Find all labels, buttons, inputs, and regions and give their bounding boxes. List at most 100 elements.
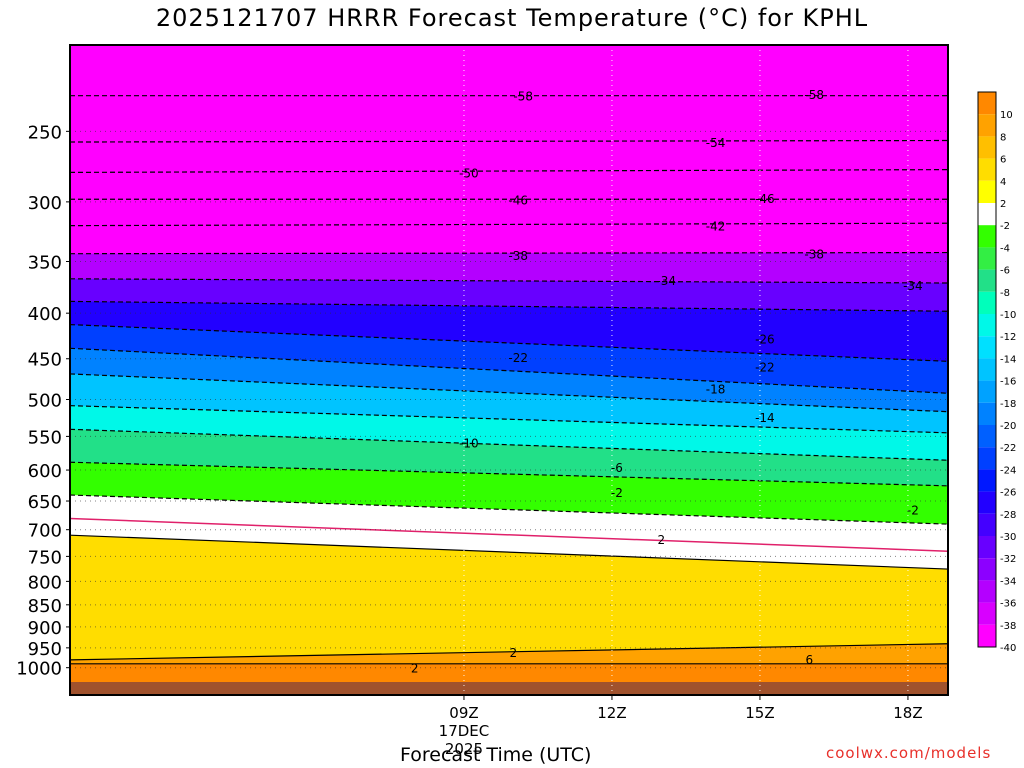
y-tick-label: 400 [28, 304, 62, 325]
colorbar-swatch [978, 558, 996, 581]
colorbar-label: 10 [1000, 110, 1013, 121]
isotherm-line [70, 278, 948, 284]
contour-label: -38 [804, 248, 824, 262]
contour-label: -46 [508, 193, 528, 207]
colorbar-swatch [978, 158, 996, 181]
contour-label: -2 [907, 503, 919, 517]
contour-label: -38 [508, 249, 528, 263]
colorbar-label: 6 [1000, 155, 1006, 166]
colorbar-label: -30 [1000, 532, 1016, 543]
y-tick-label: 350 [28, 253, 62, 274]
isotherm-line [70, 461, 948, 487]
x-tick-label: 12Z [597, 704, 626, 722]
isotherm-line [70, 428, 948, 461]
colorbar-frame [977, 91, 997, 648]
y-tick-label: 450 [28, 350, 62, 371]
colorbar-label: -20 [1000, 421, 1016, 432]
colorbar-label: -32 [1000, 554, 1016, 565]
x-tick-label: 15Z [745, 704, 774, 722]
isotherm-line [70, 300, 948, 312]
colorbar-swatch [978, 425, 996, 448]
isotherm-line [70, 643, 948, 661]
contour-label: -58 [804, 88, 824, 102]
contour-label-bg [949, 217, 975, 231]
colorbar-swatch [978, 491, 996, 514]
colorbar-label: -10 [1000, 310, 1016, 321]
colorbar-swatch [978, 602, 996, 625]
plot-area: -58 -58 -54 -50 -46 -46 -42 -42 -38 -38 -34 -34 -30 -… [70, 45, 975, 695]
colorbar-swatch [978, 580, 996, 603]
contour-label: -58 [513, 90, 533, 104]
y-tick-label: 500 [28, 391, 62, 412]
x-tick-label: 2025 [445, 740, 483, 758]
y-tick-label: 250 [28, 122, 62, 143]
contour-label: -6 [611, 461, 623, 475]
y-tick-label: 1000 [16, 659, 62, 680]
contour-label: -50 [459, 166, 479, 180]
colorbar-label: 2 [1000, 199, 1006, 210]
contour-label-bg [949, 301, 975, 315]
contour-label: -22 [508, 351, 528, 365]
contour-label: -42 [952, 218, 972, 232]
contour-label: -46 [755, 192, 775, 206]
colorbar-swatch [978, 114, 996, 137]
contour-label: 2 [411, 662, 419, 676]
x-axis-title: Forecast Time (UTC) [400, 744, 592, 766]
colorbar-label: -24 [1000, 465, 1016, 476]
contour-label: -22 [755, 360, 775, 374]
colorbar-label: 8 [1000, 132, 1006, 143]
chart-title: 2025121707 HRRR Forecast Temperature (°C… [155, 4, 869, 32]
isotherm-line [70, 347, 948, 394]
freezing-line [70, 517, 948, 552]
y-tick-label: 550 [28, 427, 62, 448]
isotherm-line [70, 251, 948, 255]
colorbar-swatch [978, 269, 996, 292]
colorbar-label: -14 [1000, 354, 1016, 365]
colorbar-label: -28 [1000, 510, 1016, 521]
colorbar-swatch [978, 225, 996, 248]
contour-label: -54 [706, 136, 726, 150]
colorbar-label: -2 [1000, 221, 1010, 232]
contour-label: -30 [952, 302, 972, 316]
colorbar-swatch [978, 336, 996, 359]
y-tick-label: 650 [28, 492, 62, 513]
y-tick-label: 300 [28, 193, 62, 214]
isotherm-line [70, 169, 948, 174]
colorbar-label: -40 [1000, 643, 1016, 654]
y-tick-label: 750 [28, 547, 62, 568]
colorbar-swatch [978, 92, 996, 115]
colorbar-label: -4 [1000, 243, 1010, 254]
colorbar-label: -16 [1000, 377, 1016, 388]
colorbar-swatch [978, 469, 996, 492]
isotherm-line [70, 373, 948, 413]
ground-strip [70, 682, 948, 695]
colorbar-label: -8 [1000, 288, 1010, 299]
isotherm-line [70, 405, 948, 434]
colorbar-label: -26 [1000, 488, 1016, 499]
colorbar-swatch [978, 180, 996, 203]
plot-frame [69, 44, 949, 696]
colorbar-label: -12 [1000, 332, 1016, 343]
y-tick-label: 950 [28, 639, 62, 660]
colorbar-swatch [978, 447, 996, 470]
contour-label: -10 [459, 437, 479, 451]
contour-label: -34 [903, 279, 923, 293]
contour-label: -2 [611, 486, 623, 500]
colorbar-swatch [978, 203, 996, 226]
isotherm-line [70, 222, 948, 227]
colorbar-swatch [978, 513, 996, 536]
colorbar-label: -18 [1000, 399, 1016, 410]
x-tick-label: 17DEC [439, 722, 490, 740]
colorbar-swatch [978, 536, 996, 559]
credit-link[interactable]: coolwx.com/models [826, 744, 992, 762]
colorbar-label: 4 [1000, 177, 1006, 188]
isotherm-line [70, 139, 948, 143]
y-tick-label: 600 [28, 461, 62, 482]
colorbar-swatch [978, 624, 996, 647]
contour-label: 6 [805, 653, 813, 667]
colorbar-label: -6 [1000, 266, 1010, 277]
colorbar-label: -36 [1000, 599, 1016, 610]
contour-label: -26 [755, 332, 775, 346]
colorbar-swatch [978, 402, 996, 425]
